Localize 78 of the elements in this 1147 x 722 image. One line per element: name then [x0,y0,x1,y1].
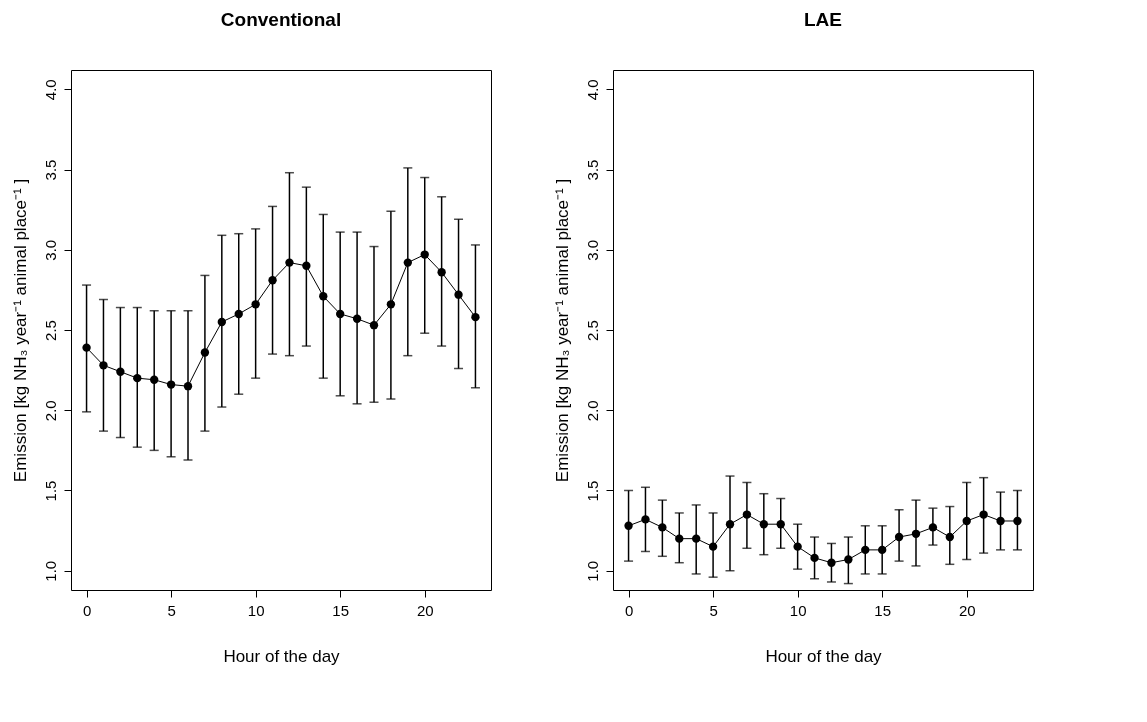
point [911,529,921,538]
x-tick-label: 20 [416,601,434,619]
point [810,553,819,563]
point [675,534,684,543]
y-axis-title: Emission [kg NH₃ year⁻¹ animal place⁻¹ ] [10,178,30,483]
point [116,367,125,376]
y-tick-label: 2.5 [41,320,59,341]
x-tick-label: 10 [247,601,265,619]
point [759,520,768,529]
y-axis-title: Emission [kg NH₃ year⁻¹ animal place⁻¹ ] [552,178,572,483]
point [251,300,260,309]
point [827,558,836,567]
point [369,321,379,330]
point [82,343,91,352]
y-tick-label: 3.0 [583,239,601,261]
point [793,542,802,551]
x-axis-title: Hour of the day [765,646,883,666]
point [742,510,752,519]
y-tick-label: 3.5 [583,159,601,181]
point [861,545,870,555]
point [336,309,345,319]
point [945,532,954,542]
point [878,545,887,555]
y-tick-label: 2.5 [583,320,601,341]
chart-title: LAE [804,9,842,30]
point [962,516,971,526]
x-tick-label: 10 [789,601,807,619]
point [641,515,650,524]
y-tick-label: 3.5 [41,159,59,181]
x-tick-label: 20 [958,601,976,619]
point [979,510,988,519]
point [234,309,243,319]
x-tick-label: 0 [624,601,634,619]
point [776,520,785,529]
x-axis-title: Hour of the day [223,646,341,666]
point [352,314,362,323]
y-tick-label: 4.0 [583,79,601,101]
point [217,317,226,327]
point [319,292,328,301]
x-tick-label: 15 [874,601,892,619]
y-tick-label: 2.0 [41,400,59,422]
point [150,375,159,384]
point [133,373,142,383]
y-tick-label: 3.0 [41,239,59,261]
y-tick-label: 1.0 [583,560,601,582]
point [302,261,311,270]
x-tick-label: 0 [82,601,92,619]
point [183,382,193,391]
point [894,532,904,542]
point [437,268,446,277]
y-tick-label: 1.5 [41,480,59,502]
chart-title: Conventional [220,9,342,30]
point [996,516,1005,526]
x-tick-label: 15 [332,601,350,619]
y-tick-label: 2.0 [583,400,601,422]
point [99,361,108,370]
point [725,520,735,529]
point [928,523,938,532]
point [708,542,718,551]
point [285,258,294,267]
point [420,250,429,259]
point [844,555,853,564]
y-tick-label: 1.0 [41,560,59,582]
point [386,300,396,309]
point [403,258,412,267]
point [166,380,176,389]
point [200,348,210,357]
point [692,534,701,543]
point [454,290,463,299]
y-tick-label: 1.5 [583,480,601,502]
x-tick-label: 5 [709,601,718,619]
point [624,521,633,530]
x-tick-label: 5 [167,601,176,619]
y-tick-label: 4.0 [41,79,59,101]
point [658,523,667,532]
point [268,276,277,285]
point [471,312,480,322]
point [1013,516,1022,526]
